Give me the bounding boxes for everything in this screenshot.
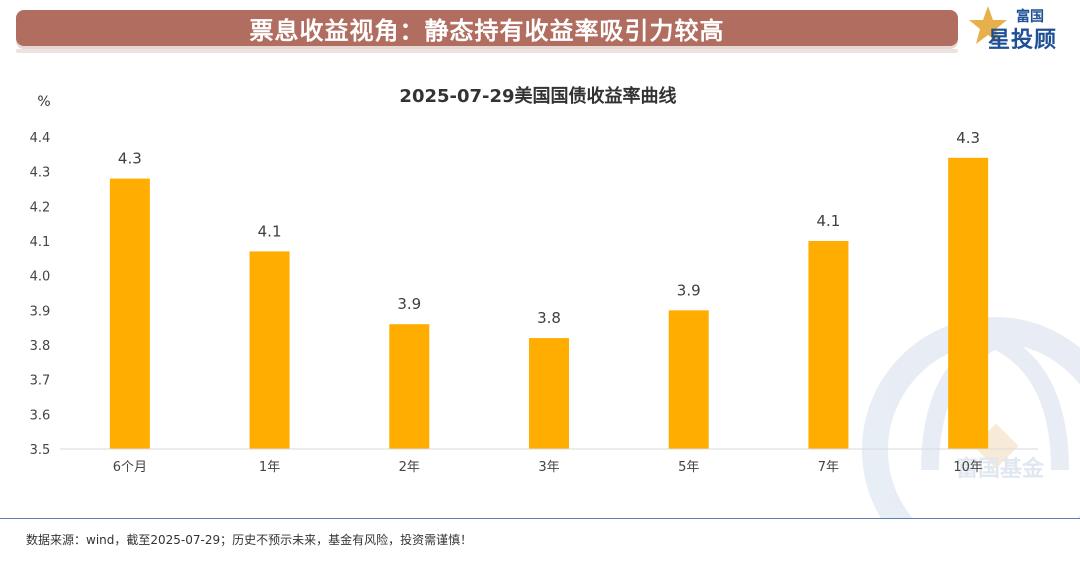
x-tick-label: 7年 bbox=[818, 460, 839, 475]
y-tick-label: 3.5 bbox=[30, 443, 51, 458]
x-tick-label: 2年 bbox=[399, 460, 420, 475]
data-label: 4.1 bbox=[258, 222, 282, 240]
x-tick-label: 1年 bbox=[259, 460, 280, 475]
logo-main-text: 星投顾 bbox=[988, 28, 1058, 53]
data-label: 3.9 bbox=[677, 281, 701, 299]
y-tick-label: 4.1 bbox=[30, 235, 51, 250]
y-axis: 3.5 3.6 3.7 3.8 3.9 4.0 4.1 4.2 4.3 4.4 bbox=[30, 131, 51, 458]
chart-title: 2025-07-29美国国债收益率曲线 bbox=[399, 85, 676, 107]
bar bbox=[529, 338, 569, 449]
y-tick-label: 4.0 bbox=[30, 270, 51, 285]
data-label: 3.8 bbox=[537, 309, 561, 327]
x-tick-label: 6个月 bbox=[113, 460, 147, 475]
source-note: 数据来源：wind，截至2025-07-29；历史不预示未来，基金有风险，投资需… bbox=[26, 533, 473, 547]
y-tick-label: 4.2 bbox=[30, 200, 51, 215]
y-tick-label: 4.4 bbox=[30, 131, 51, 146]
footer-divider bbox=[0, 518, 1080, 519]
banner-underline bbox=[16, 49, 958, 53]
x-tick-label: 3年 bbox=[538, 460, 559, 475]
bar-chart: 富国基金 2025-07-29美国国债收益率曲线 % 3.53.63.73.83… bbox=[30, 85, 1080, 518]
y-tick-label: 3.6 bbox=[30, 408, 51, 423]
bar bbox=[668, 310, 709, 449]
y-tick-label: 4.3 bbox=[30, 166, 51, 181]
y-tick-label: 3.9 bbox=[30, 304, 51, 319]
page-title: 票息收益视角：静态持有收益率吸引力较高 bbox=[249, 16, 725, 45]
x-tick-label: 10年 bbox=[953, 460, 983, 475]
bar-series: 4.3 4.1 3.9 3.8 3.9 4.1 4.3 bbox=[109, 129, 989, 450]
header-banner: 票息收益视角：静态持有收益率吸引力较高 bbox=[16, 10, 958, 46]
y-tick-label: 3.8 bbox=[30, 339, 51, 354]
star-icon bbox=[969, 6, 1007, 44]
bar bbox=[948, 157, 989, 450]
watermark-arch-icon bbox=[921, 330, 1069, 471]
watermark-text: 富国基金 bbox=[956, 456, 1045, 482]
y-tick-label: 3.7 bbox=[30, 374, 51, 389]
brand-logo: 富国 星投顾 bbox=[968, 4, 1074, 53]
bar bbox=[249, 251, 290, 449]
bar bbox=[808, 241, 849, 449]
bar bbox=[109, 178, 150, 449]
x-axis: 6个月 1年 2年 3年 5年 7年 10年 bbox=[113, 460, 983, 475]
bar bbox=[389, 324, 430, 449]
data-label: 4.3 bbox=[956, 129, 980, 147]
x-tick-label: 5年 bbox=[678, 460, 699, 475]
data-label: 4.1 bbox=[816, 212, 840, 230]
data-label: 4.3 bbox=[118, 150, 142, 168]
logo-top-text: 富国 bbox=[1016, 9, 1044, 25]
watermark-ring-icon bbox=[862, 317, 1080, 518]
y-axis-unit: % bbox=[37, 94, 50, 110]
data-label: 3.9 bbox=[397, 295, 421, 313]
